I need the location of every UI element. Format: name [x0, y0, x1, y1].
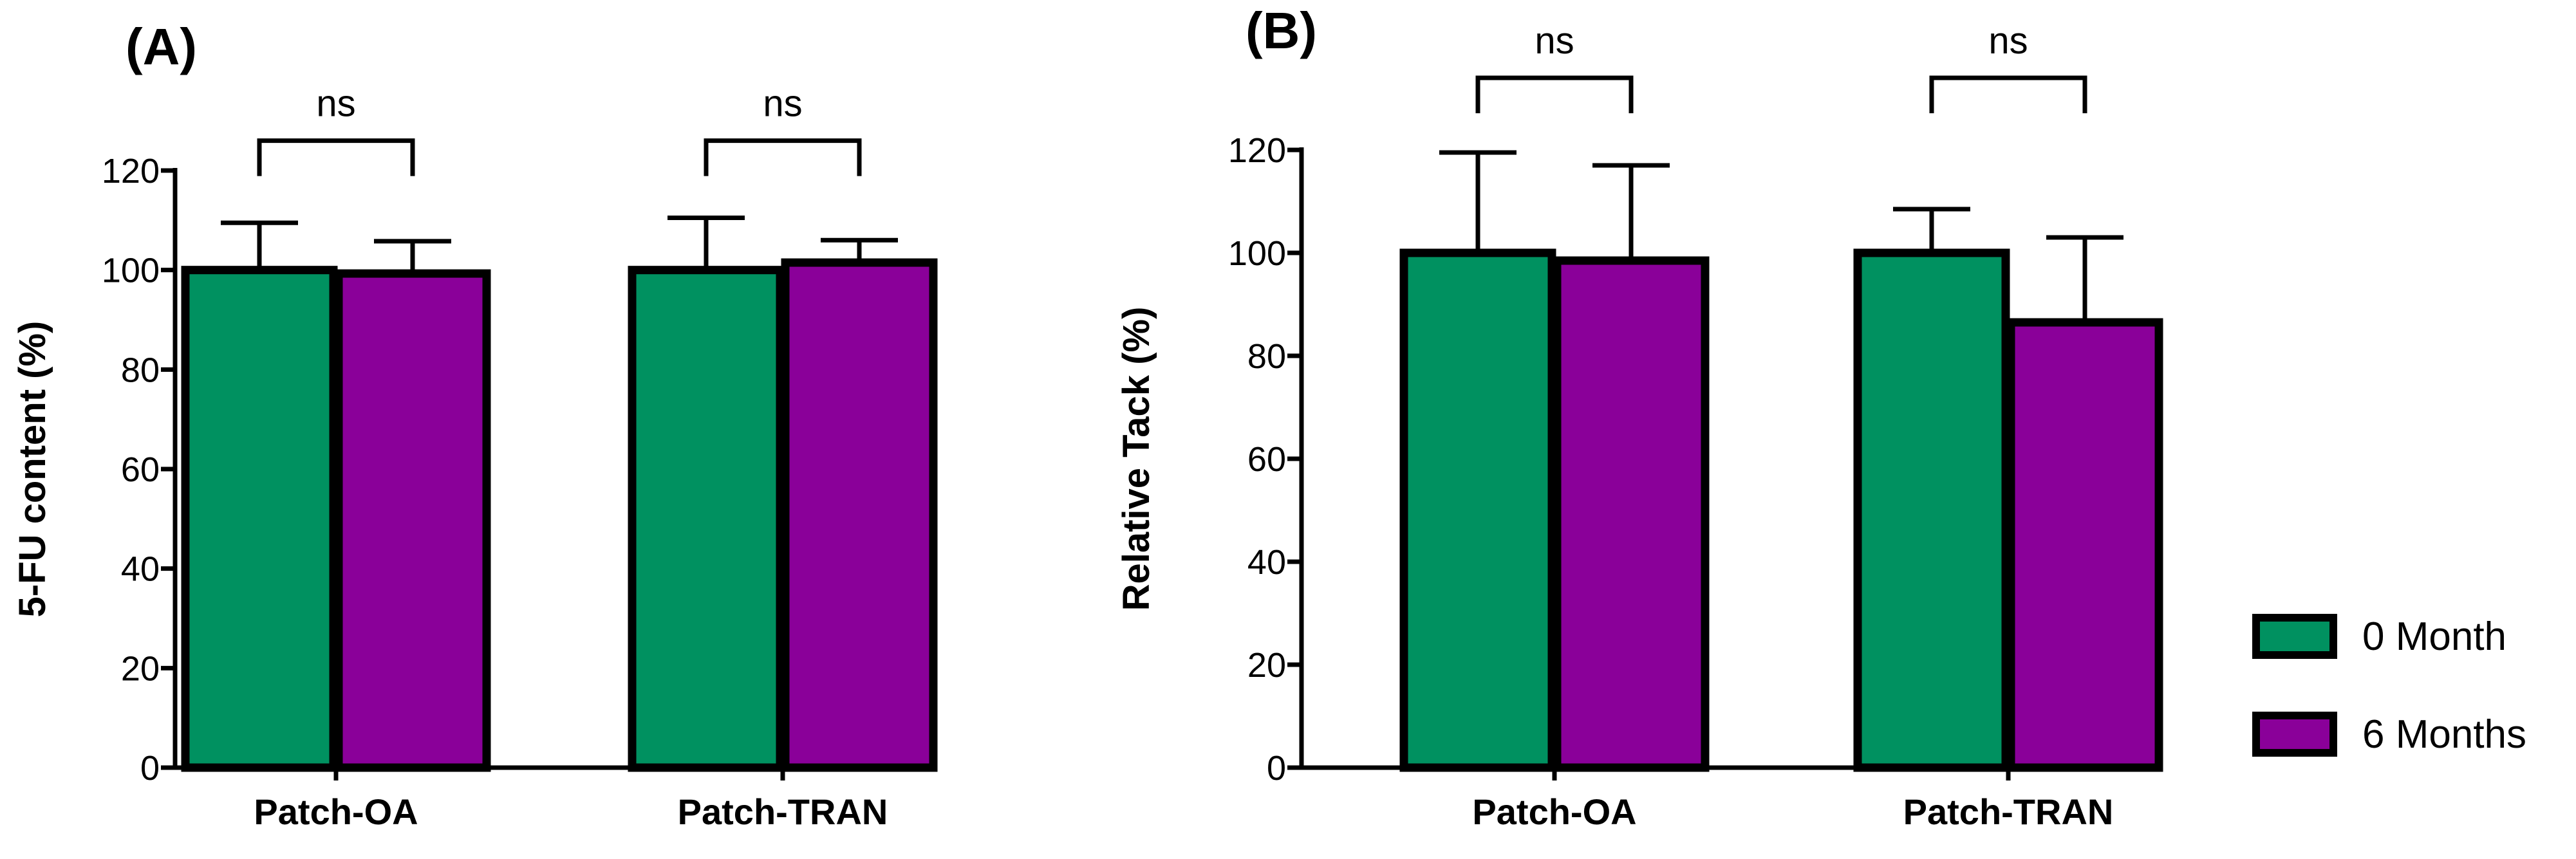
- x-tick-label: Patch-OA: [1472, 791, 1636, 832]
- y-tick-label: 0: [140, 749, 160, 788]
- significance-label: ns: [1535, 20, 1574, 62]
- y-tick-label: 120: [102, 152, 160, 190]
- y-tick-label: 100: [1228, 234, 1286, 273]
- significance-bracket: [1475, 75, 1634, 113]
- y-axis-label: Relative Tack (%): [1115, 307, 1157, 611]
- significance-bracket: [1929, 75, 2087, 113]
- panel-a: (A) 5-FU content (%) Patch-OA Patch-TRAN ns n…: [12, 18, 938, 832]
- legend-swatch: [2252, 614, 2337, 659]
- y-tick-label: 100: [102, 252, 160, 290]
- bar-patch-tran-6-months: [2006, 318, 2163, 772]
- panel-label: (A): [126, 18, 197, 75]
- y-tick-label: 40: [121, 550, 160, 589]
- y-axis-label: 5-FU content (%): [12, 321, 53, 618]
- significance-label: ns: [1988, 20, 2028, 62]
- y-tick-label: 80: [1247, 337, 1286, 376]
- y-tick-label: 0: [1267, 749, 1286, 788]
- y-tick-label: 60: [1247, 440, 1286, 479]
- bar-patch-tran-0-month: [628, 266, 785, 772]
- y-tick-label: 120: [1228, 131, 1286, 170]
- y-tick-label: 40: [1247, 543, 1286, 582]
- panel-label: (B): [1246, 2, 1317, 59]
- y-tick-label: 80: [121, 351, 160, 389]
- y-tick-label: 20: [1247, 646, 1286, 685]
- bar-patch-tran-0-month: [1853, 248, 2010, 772]
- legend-label: 6 Months: [2362, 712, 2526, 757]
- bar-patch-oa-6-months: [1553, 256, 1710, 772]
- bar-patch-tran-6-months: [781, 258, 938, 772]
- x-tick-label: Patch-OA: [254, 791, 418, 832]
- bar-patch-oa-6-months: [334, 269, 491, 772]
- significance-bracket: [704, 138, 862, 176]
- y-tick-label: 60: [121, 450, 160, 489]
- x-tick-label: Patch-TRAN: [1903, 791, 2114, 832]
- legend-swatch: [2252, 712, 2337, 757]
- legend-label: 0 Month: [2362, 614, 2506, 659]
- bar-patch-oa-0-month: [1399, 248, 1556, 772]
- x-tick-label: Patch-TRAN: [678, 791, 888, 832]
- legend: 0 Month 6 Months: [2252, 614, 2526, 757]
- significance-label: ns: [763, 83, 802, 125]
- significance-label: ns: [316, 83, 355, 125]
- bar-patch-oa-0-month: [181, 266, 338, 772]
- y-tick-label: 20: [121, 649, 160, 688]
- significance-bracket: [257, 138, 415, 176]
- panel-b: (B) Relative Tack (%) Patch-OA Patch-TRAN ns…: [1115, 2, 2163, 832]
